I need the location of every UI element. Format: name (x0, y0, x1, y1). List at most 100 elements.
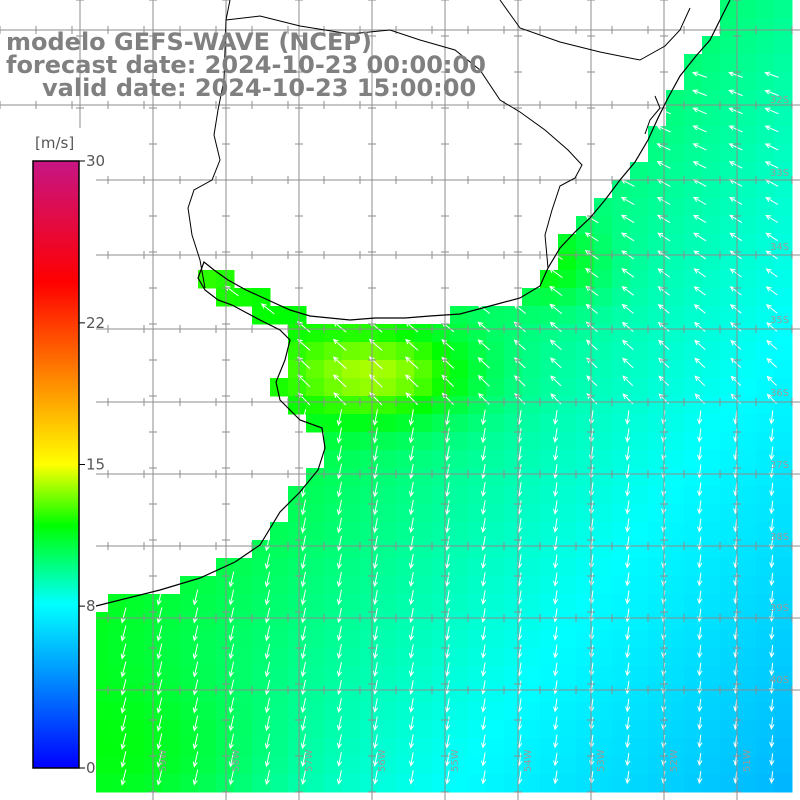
wind-arrow (156, 625, 163, 642)
wind-arrow (620, 232, 635, 242)
wind-arrow (264, 535, 271, 552)
speed-cell (396, 558, 415, 577)
speed-cell (288, 612, 307, 631)
wind-arrow (192, 589, 199, 606)
speed-cell (738, 648, 757, 667)
speed-cell (234, 630, 253, 649)
wind-arrow (765, 197, 779, 205)
speed-cell (126, 630, 145, 649)
wind-arrow (481, 554, 487, 569)
speed-cell (702, 504, 721, 523)
wind-arrow (769, 627, 775, 641)
speed-cell (252, 648, 271, 667)
wind-arrow (300, 535, 306, 552)
speed-cell (738, 306, 757, 325)
wind-arrow (372, 589, 379, 606)
speed-cell (774, 558, 793, 577)
speed-cell (666, 126, 685, 145)
wind-arrow (769, 482, 775, 497)
speed-cell (684, 54, 703, 73)
speed-cell (702, 360, 721, 379)
speed-cell (306, 360, 325, 379)
coordinate-labels: 32S33S34S35S36S37S38S39S40S61W60W59W58W5… (15, 95, 789, 772)
speed-cell (630, 738, 649, 757)
speed-cell (450, 342, 469, 361)
speed-cell (738, 594, 757, 613)
speed-cell (324, 342, 343, 361)
speed-cell (774, 756, 793, 775)
wind-arrow (769, 735, 775, 748)
speed-cell (666, 162, 685, 181)
speed-cell (486, 630, 505, 649)
speed-cell (684, 72, 703, 91)
wind-arrow (120, 643, 127, 660)
coast-line (0, 0, 731, 631)
wind-arrow (192, 769, 199, 786)
wind-arrow (300, 499, 306, 516)
speed-cell (378, 504, 397, 523)
wind-arrow (765, 214, 779, 223)
speed-cell (288, 342, 307, 361)
wind-arrow (621, 303, 634, 314)
speed-cell (126, 774, 145, 793)
speed-cell (342, 468, 361, 487)
wind-arrow (730, 375, 742, 386)
wind-arrow (477, 392, 490, 405)
speed-cell (216, 720, 235, 739)
speed-cell (162, 702, 181, 721)
speed-cell (774, 198, 793, 217)
speed-cell (738, 126, 757, 145)
speed-cell (666, 324, 685, 343)
speed-cell (666, 270, 685, 289)
wind-arrow (228, 751, 235, 768)
wind-arrow (372, 626, 379, 642)
speed-cell (306, 774, 325, 793)
speed-cell (342, 324, 361, 343)
speed-cell (684, 162, 703, 181)
speed-cell (396, 738, 415, 757)
wind-arrow (477, 339, 490, 351)
speed-cell (720, 72, 739, 91)
speed-cell (324, 594, 343, 613)
speed-cell (378, 594, 397, 613)
speed-cell (360, 558, 379, 577)
speed-cell (576, 252, 595, 271)
speed-cell (648, 378, 667, 397)
speed-cell (108, 666, 127, 685)
speed-cell (738, 324, 757, 343)
lon-label: 55W (450, 749, 461, 772)
speed-cell (738, 0, 757, 19)
speed-cell (666, 180, 685, 199)
speed-cell (414, 540, 433, 559)
speed-cell (306, 522, 325, 541)
valid-date: valid date: 2024-10-23 15:00:00 (42, 74, 477, 102)
speed-cell (108, 702, 127, 721)
wind-arrow (192, 697, 199, 714)
speed-cell (486, 612, 505, 631)
wind-arrow (697, 428, 703, 443)
colorbar-unit: [m/s] (35, 134, 74, 152)
speed-cell (702, 72, 721, 91)
speed-cell (378, 774, 397, 793)
speed-cell (666, 108, 685, 127)
wind-arrow (697, 771, 703, 784)
wind-arrow (300, 553, 306, 570)
speed-cell (126, 594, 145, 613)
speed-cell (252, 594, 271, 613)
speed-cell (720, 18, 739, 37)
speed-cell (360, 540, 379, 559)
speed-cell (126, 756, 145, 775)
wind-arrow (480, 409, 487, 426)
speed-cell (270, 630, 289, 649)
speed-cell (396, 666, 415, 685)
speed-cell (450, 558, 469, 577)
speed-cell (252, 756, 271, 775)
wind-arrow (228, 661, 235, 678)
speed-cell (450, 738, 469, 757)
speed-cell (180, 756, 199, 775)
coastline (0, 0, 731, 631)
speed-cell (396, 414, 415, 433)
wind-arrow (728, 71, 743, 78)
wind-arrow (444, 481, 451, 498)
speed-cell (450, 666, 469, 685)
